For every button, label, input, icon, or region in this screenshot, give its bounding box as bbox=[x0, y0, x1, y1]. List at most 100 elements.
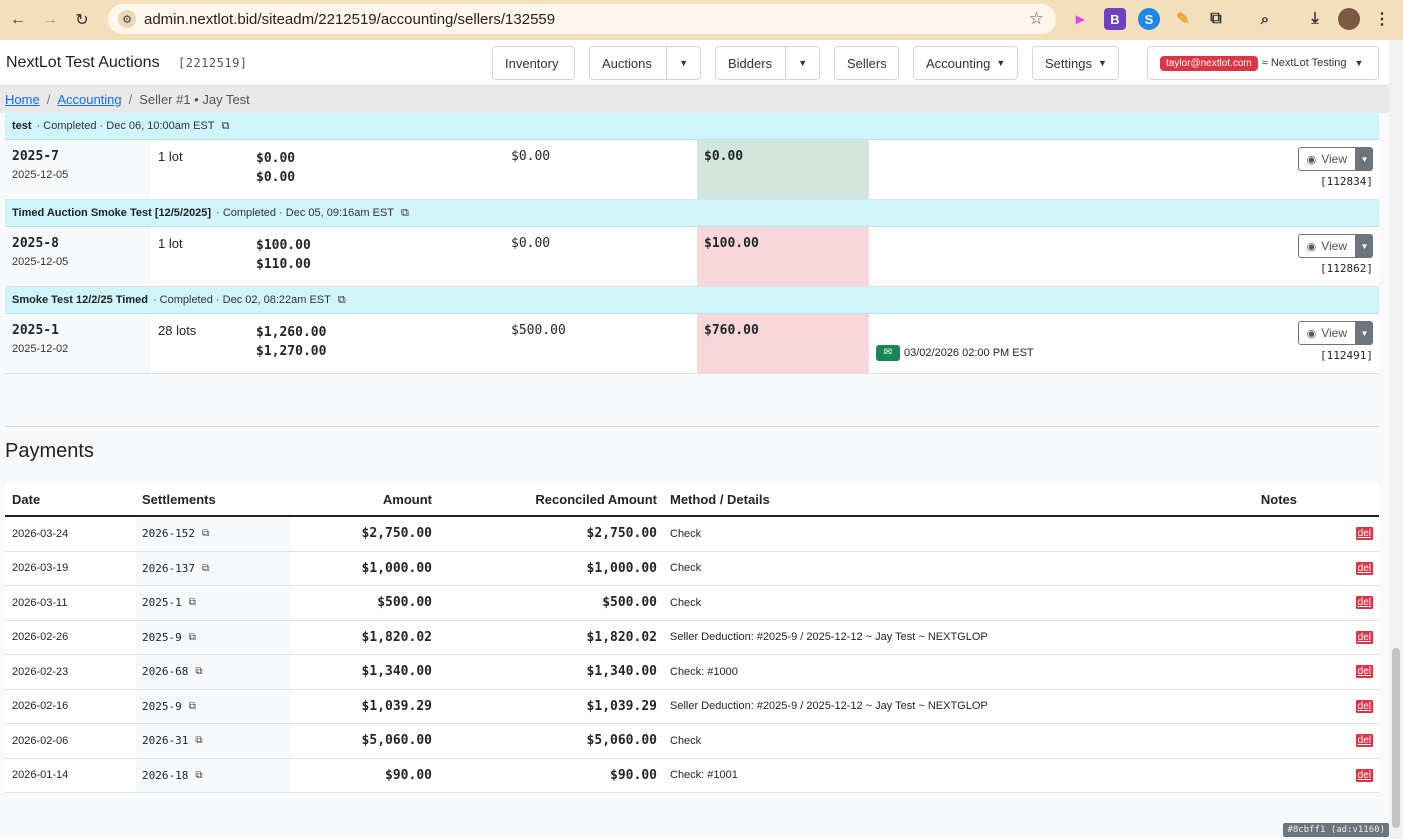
payment-method: Seller Deduction: #2025-9 / 2025-12-12 ~… bbox=[670, 631, 988, 644]
inventory-button[interactable]: Inventory bbox=[492, 46, 575, 80]
external-link-icon[interactable]: ⧉ bbox=[188, 631, 196, 643]
external-link-icon[interactable]: ⧉ bbox=[195, 735, 203, 747]
payment-date: 2026-01-14 bbox=[12, 769, 69, 782]
extension-icon[interactable]: ✎ bbox=[1176, 11, 1190, 28]
lot-count: 28 lots bbox=[158, 323, 197, 338]
back-icon[interactable]: ← bbox=[10, 11, 26, 28]
settlement-link[interactable]: 2026-18 bbox=[142, 768, 189, 782]
external-link-icon[interactable]: ⧉ bbox=[195, 666, 203, 678]
accounting-dropdown[interactable]: Accounting ▼ bbox=[913, 46, 1018, 80]
payment-amount: $90.00 bbox=[385, 767, 432, 783]
settlement-number[interactable]: 2025-7 bbox=[12, 149, 59, 164]
payment-settlement: 2025-9 ⧉ bbox=[136, 620, 290, 654]
payment-row: 2026-01-14 2026-18 ⧉ $90.00 $90.00 Check: #10… bbox=[5, 758, 1379, 793]
view-dropdown-toggle[interactable]: ▼ bbox=[1356, 321, 1373, 345]
settlement-ref-id: [112862] bbox=[1320, 262, 1373, 275]
delete-cell: del bbox=[1355, 759, 1373, 793]
view-button[interactable]: ◉ View bbox=[1297, 321, 1356, 345]
divider bbox=[5, 426, 1379, 427]
bookmark-star-icon[interactable]: ☆ bbox=[1028, 9, 1044, 28]
reconciled-amount: $500.00 bbox=[602, 595, 657, 611]
reconciled-amount: $2,750.00 bbox=[586, 526, 657, 542]
envelope-icon[interactable]: ✉ bbox=[876, 344, 900, 361]
external-link-icon[interactable]: ⧉ bbox=[188, 597, 196, 609]
delete-payment-button[interactable]: del bbox=[1355, 561, 1373, 575]
table-header: Date Settlements Amount Reconciled Amoun… bbox=[5, 483, 1379, 517]
settlement-link[interactable]: 2026-152 bbox=[142, 527, 195, 541]
col-reconciled: Reconciled Amount bbox=[535, 492, 657, 507]
tab-search-icon[interactable]: ⌕ bbox=[1260, 10, 1270, 28]
site-settings-icon[interactable]: ⚙ bbox=[118, 10, 136, 28]
extension-icon[interactable]: B bbox=[1104, 8, 1126, 30]
view-button[interactable]: ◉ View bbox=[1297, 234, 1356, 258]
bidders-button[interactable]: Bidders ▼ bbox=[715, 46, 820, 80]
breadcrumb: Home / Accounting / Seller #1 • Jay Test bbox=[0, 86, 1389, 113]
view-button-group: ◉ View ▼ bbox=[1297, 234, 1373, 258]
breadcrumb-accounting[interactable]: Accounting bbox=[57, 92, 122, 107]
view-button[interactable]: ◉ View bbox=[1297, 147, 1356, 171]
settlement-number[interactable]: 2025-8 bbox=[12, 236, 59, 251]
user-account-dropdown[interactable]: taylor@nextlot.com ≈ NextLot Testing ▼ bbox=[1147, 46, 1379, 80]
settlement-number[interactable]: 2025-1 bbox=[12, 323, 59, 338]
settlements-list: test · Completed · Dec 06, 10:00am EST ⧉… bbox=[5, 113, 1379, 374]
delete-payment-button[interactable]: del bbox=[1355, 699, 1373, 713]
external-link-icon[interactable]: ⧉ bbox=[221, 119, 230, 132]
view-dropdown-toggle[interactable]: ▼ bbox=[1356, 147, 1373, 171]
view-dropdown-toggle[interactable]: ▼ bbox=[1356, 234, 1373, 258]
chevron-down-icon[interactable]: ▼ bbox=[785, 47, 819, 79]
external-link-icon[interactable]: ⧉ bbox=[188, 700, 196, 712]
delete-payment-button[interactable]: del bbox=[1355, 596, 1373, 610]
settlement-link[interactable]: 2025-9 bbox=[142, 630, 182, 644]
delete-payment-button[interactable]: del bbox=[1355, 768, 1373, 782]
payment-settlement: 2025-9 ⧉ bbox=[136, 689, 290, 723]
settlement-link[interactable]: 2026-137 bbox=[142, 561, 195, 575]
chevron-down-icon[interactable]: ▼ bbox=[666, 47, 700, 79]
caret-down-icon: ▼ bbox=[1354, 58, 1364, 68]
reload-icon[interactable]: ↻ bbox=[75, 12, 89, 29]
external-link-icon[interactable]: ⧉ bbox=[201, 528, 210, 540]
external-link-icon[interactable]: ⧉ bbox=[337, 293, 346, 306]
payment-amount: $1,039.29 bbox=[361, 698, 432, 714]
delete-payment-button[interactable]: del bbox=[1355, 665, 1373, 679]
delete-payment-button[interactable]: del bbox=[1355, 630, 1373, 644]
brand-name[interactable]: NextLot Test Auctions bbox=[6, 54, 160, 71]
reconciled-amount: $1,820.02 bbox=[586, 629, 657, 645]
user-email-badge: taylor@nextlot.com bbox=[1160, 55, 1258, 71]
payment-settlement: 2026-137 ⧉ bbox=[136, 551, 290, 585]
auctions-button[interactable]: Auctions ▼ bbox=[589, 46, 701, 80]
settlement-link[interactable]: 2025-1 bbox=[142, 596, 182, 610]
reconciled-amount: $1,340.00 bbox=[586, 664, 657, 680]
breadcrumb-home[interactable]: Home bbox=[5, 92, 40, 107]
avatar[interactable] bbox=[1338, 8, 1360, 30]
caret-down-icon: ▼ bbox=[996, 58, 1006, 68]
payment-date: 2026-02-06 bbox=[12, 734, 69, 747]
payment-settlement: 2026-18 ⧉ bbox=[136, 758, 290, 792]
download-icon[interactable]: ⤓ bbox=[1311, 10, 1319, 27]
settlement-link[interactable]: 2026-31 bbox=[142, 734, 189, 748]
sellers-button[interactable]: Sellers bbox=[834, 46, 899, 80]
delete-payment-button[interactable]: del bbox=[1355, 734, 1373, 748]
settlement-link[interactable]: 2025-9 bbox=[142, 699, 182, 713]
delete-cell: del bbox=[1355, 586, 1373, 620]
settlement-link[interactable]: 2026-68 bbox=[142, 665, 189, 679]
delete-payment-button[interactable]: del bbox=[1355, 527, 1373, 541]
scrollbar-thumb[interactable] bbox=[1392, 648, 1400, 828]
col-method: Method / Details bbox=[670, 492, 770, 507]
address-bar[interactable]: ⚙ admin.nextlot.bid/siteadm/2212519/acco… bbox=[108, 4, 1056, 34]
auction-status: · Completed · Dec 02, 08:22am EST bbox=[152, 294, 331, 306]
external-link-icon[interactable]: ⧉ bbox=[401, 206, 409, 219]
extension-icon[interactable]: S bbox=[1138, 8, 1160, 30]
external-link-icon[interactable]: ⧉ bbox=[201, 562, 210, 574]
extensions-puzzle-icon[interactable]: ⧉ bbox=[1210, 10, 1222, 27]
menu-kebab-icon[interactable]: ⋮ bbox=[1374, 11, 1390, 28]
forward-icon[interactable]: → bbox=[42, 11, 58, 28]
payment-amount: $5,060.00 bbox=[361, 733, 432, 749]
payment-method: Check bbox=[670, 527, 702, 540]
delete-cell: del bbox=[1355, 517, 1373, 551]
external-link-icon[interactable]: ⧉ bbox=[195, 769, 203, 781]
net-amount: $1,270.00 bbox=[256, 344, 327, 359]
gross-amount: $100.00 bbox=[256, 238, 311, 253]
settings-dropdown[interactable]: Settings ▼ bbox=[1032, 46, 1119, 80]
scrollbar[interactable] bbox=[1389, 40, 1403, 839]
extension-icon[interactable]: ▸ bbox=[1075, 11, 1085, 28]
